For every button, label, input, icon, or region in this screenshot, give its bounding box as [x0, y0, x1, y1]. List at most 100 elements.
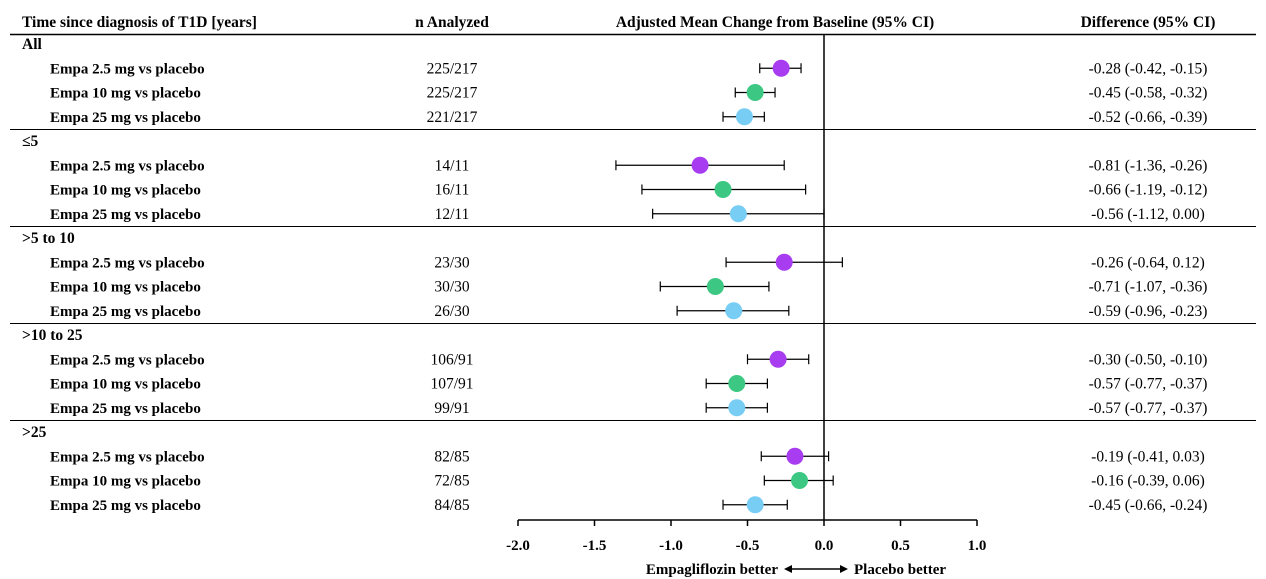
- n-analyzed-value: 82/85: [434, 448, 470, 465]
- x-tick-label: -1.5: [583, 538, 607, 554]
- difference-ci-value: -0.45 (-0.58, -0.32): [1089, 85, 1208, 102]
- row-label: Empa 2.5 mg vs placebo: [50, 352, 205, 368]
- n-analyzed-value: 23/30: [434, 254, 470, 271]
- group-label: All: [22, 36, 43, 53]
- difference-ci-value: -0.59 (-0.96, -0.23): [1089, 303, 1208, 320]
- row-label: Empa 10 mg vs placebo: [50, 183, 201, 199]
- row-label: Empa 25 mg vs placebo: [50, 110, 201, 126]
- n-analyzed-value: 225/217: [427, 60, 478, 77]
- row-label: Empa 2.5 mg vs placebo: [50, 449, 205, 465]
- n-analyzed-value: 84/85: [434, 497, 470, 514]
- point-estimate: [714, 181, 732, 198]
- row-label: Empa 2.5 mg vs placebo: [50, 255, 205, 271]
- point-estimate: [735, 108, 753, 126]
- row-label: Empa 10 mg vs placebo: [50, 474, 201, 490]
- row-label: Empa 25 mg vs placebo: [50, 207, 201, 223]
- n-analyzed-value: 107/91: [430, 376, 473, 393]
- n-analyzed-value: 225/217: [427, 85, 478, 102]
- point-estimate: [769, 350, 787, 368]
- row-label: Empa 25 mg vs placebo: [50, 304, 201, 320]
- n-analyzed-value: 106/91: [430, 351, 473, 368]
- n-analyzed-value: 16/11: [435, 182, 470, 199]
- row-label: Empa 2.5 mg vs placebo: [50, 61, 205, 77]
- footer-left-label: Empagliflozin better: [646, 562, 778, 578]
- row-label: Empa 10 mg vs placebo: [50, 377, 201, 393]
- axis-footer: Empagliflozin better Placebo better: [646, 562, 946, 578]
- n-analyzed-value: 99/91: [434, 400, 469, 417]
- difference-ci-value: -0.71 (-1.07, -0.36): [1089, 279, 1208, 296]
- table-row: Empa 2.5 mg vs placebo 82/85 -0.19 (-0.41,…: [50, 447, 1205, 465]
- x-tick-label: 0.5: [891, 538, 910, 554]
- row-label: Empa 25 mg vs placebo: [50, 498, 201, 514]
- difference-ci-value: -0.26 (-0.64, 0.12): [1091, 254, 1205, 271]
- point-estimate: [786, 447, 804, 465]
- table-row: Empa 10 mg vs placebo 225/217 -0.45 (-0.58…: [50, 84, 1207, 102]
- point-estimate: [791, 472, 809, 489]
- table-row: Empa 25 mg vs placebo 26/30 -0.59 (-0.96, …: [50, 302, 1207, 320]
- group-label: >5 to 10: [22, 230, 75, 247]
- n-analyzed-value: 26/30: [434, 303, 470, 320]
- table-row: Empa 2.5 mg vs placebo 225/217 -0.28 (-0.4…: [50, 59, 1208, 77]
- x-tick-label: -2.0: [506, 538, 530, 554]
- n-analyzed-value: 72/85: [434, 473, 470, 490]
- group-all: All Empa 2.5 mg vs placebo 225/217 -0.28 (-…: [22, 36, 1207, 126]
- header-difference-ci: Difference (95% CI): [1081, 14, 1216, 31]
- group-le5: ≤5 Empa 2.5 mg vs placebo 14/11 -0.81 (-1.3…: [22, 133, 1207, 223]
- table-body: All Empa 2.5 mg vs placebo 225/217 -0.28 (-…: [10, 33, 1256, 514]
- x-tick-label: -0.5: [736, 538, 760, 554]
- point-estimate: [725, 302, 743, 320]
- table-row: Empa 2.5 mg vs placebo 14/11 -0.81 (-1.36,…: [50, 156, 1208, 174]
- table-row: Empa 25 mg vs placebo 12/11 -0.56 (-1.12, …: [50, 205, 1205, 223]
- n-analyzed-value: 14/11: [435, 157, 470, 174]
- difference-ci-value: -0.56 (-1.12, 0.00): [1091, 206, 1205, 223]
- difference-ci-value: -0.45 (-0.66, -0.24): [1089, 497, 1208, 514]
- n-analyzed-value: 30/30: [434, 279, 470, 296]
- n-analyzed-value: 221/217: [427, 109, 478, 126]
- group-label: ≤5: [22, 133, 39, 150]
- group-label: >25: [22, 424, 47, 441]
- footer-right-label: Placebo better: [854, 562, 946, 578]
- row-label: Empa 25 mg vs placebo: [50, 401, 201, 417]
- table-row: Empa 25 mg vs placebo 99/91 -0.57 (-0.77, …: [50, 399, 1207, 417]
- point-estimate: [691, 156, 709, 174]
- point-estimate: [728, 375, 746, 392]
- difference-ci-value: -0.66 (-1.19, -0.12): [1089, 182, 1208, 199]
- x-tick-label: -1.0: [659, 538, 683, 554]
- header-n-analyzed: n Analyzed: [415, 14, 489, 31]
- difference-ci-value: -0.28 (-0.42, -0.15): [1089, 60, 1208, 77]
- point-estimate: [746, 496, 764, 514]
- difference-ci-value: -0.81 (-1.36, -0.26): [1089, 157, 1208, 174]
- difference-ci-value: -0.57 (-0.77, -0.37): [1089, 400, 1208, 417]
- table-row: Empa 10 mg vs placebo 107/91 -0.57 (-0.77,…: [50, 375, 1207, 393]
- n-analyzed-value: 12/11: [435, 206, 470, 223]
- point-estimate: [706, 278, 724, 295]
- point-estimate: [775, 253, 793, 271]
- difference-ci-value: -0.57 (-0.77, -0.37): [1089, 376, 1208, 393]
- row-label: Empa 10 mg vs placebo: [50, 280, 201, 296]
- x-axis: -2.0 -1.5 -1.0 -0.5 0.0 0.5 1.0: [506, 34, 987, 554]
- difference-ci-value: -0.19 (-0.41, 0.03): [1091, 448, 1205, 465]
- table-row: Empa 25 mg vs placebo 221/217 -0.52 (-0.66…: [50, 108, 1207, 126]
- point-estimate: [772, 59, 790, 77]
- x-tick-label: 1.0: [968, 538, 987, 554]
- difference-ci-value: -0.16 (-0.39, 0.06): [1091, 473, 1205, 490]
- point-estimate: [728, 399, 746, 417]
- group-label: >10 to 25: [22, 327, 83, 344]
- difference-ci-value: -0.52 (-0.66, -0.39): [1089, 109, 1208, 126]
- table-row: Empa 10 mg vs placebo 16/11 -0.66 (-1.19, …: [50, 181, 1207, 199]
- point-estimate: [746, 84, 764, 101]
- table-row: Empa 2.5 mg vs placebo 106/91 -0.30 (-0.50…: [50, 350, 1208, 368]
- table-row: Empa 10 mg vs placebo 72/85 -0.16 (-0.39, …: [50, 472, 1205, 490]
- double-arrow-icon: [784, 565, 848, 573]
- table-row: Empa 10 mg vs placebo 30/30 -0.71 (-1.07, …: [50, 278, 1207, 296]
- difference-ci-value: -0.30 (-0.50, -0.10): [1089, 351, 1208, 368]
- header-time-since-diagnosis: Time since diagnosis of T1D [years]: [22, 14, 257, 31]
- row-label: Empa 10 mg vs placebo: [50, 86, 201, 102]
- x-tick-label: 0.0: [815, 538, 834, 554]
- table-row: Empa 25 mg vs placebo 84/85 -0.45 (-0.66, …: [50, 496, 1207, 514]
- group-gt10-to-25: >10 to 25 Empa 2.5 mg vs placebo 106/91 -0.…: [22, 327, 1207, 417]
- header-adjusted-mean-change: Adjusted Mean Change from Baseline (95% …: [616, 14, 934, 31]
- table-row: Empa 2.5 mg vs placebo 23/30 -0.26 (-0.64,…: [50, 253, 1205, 271]
